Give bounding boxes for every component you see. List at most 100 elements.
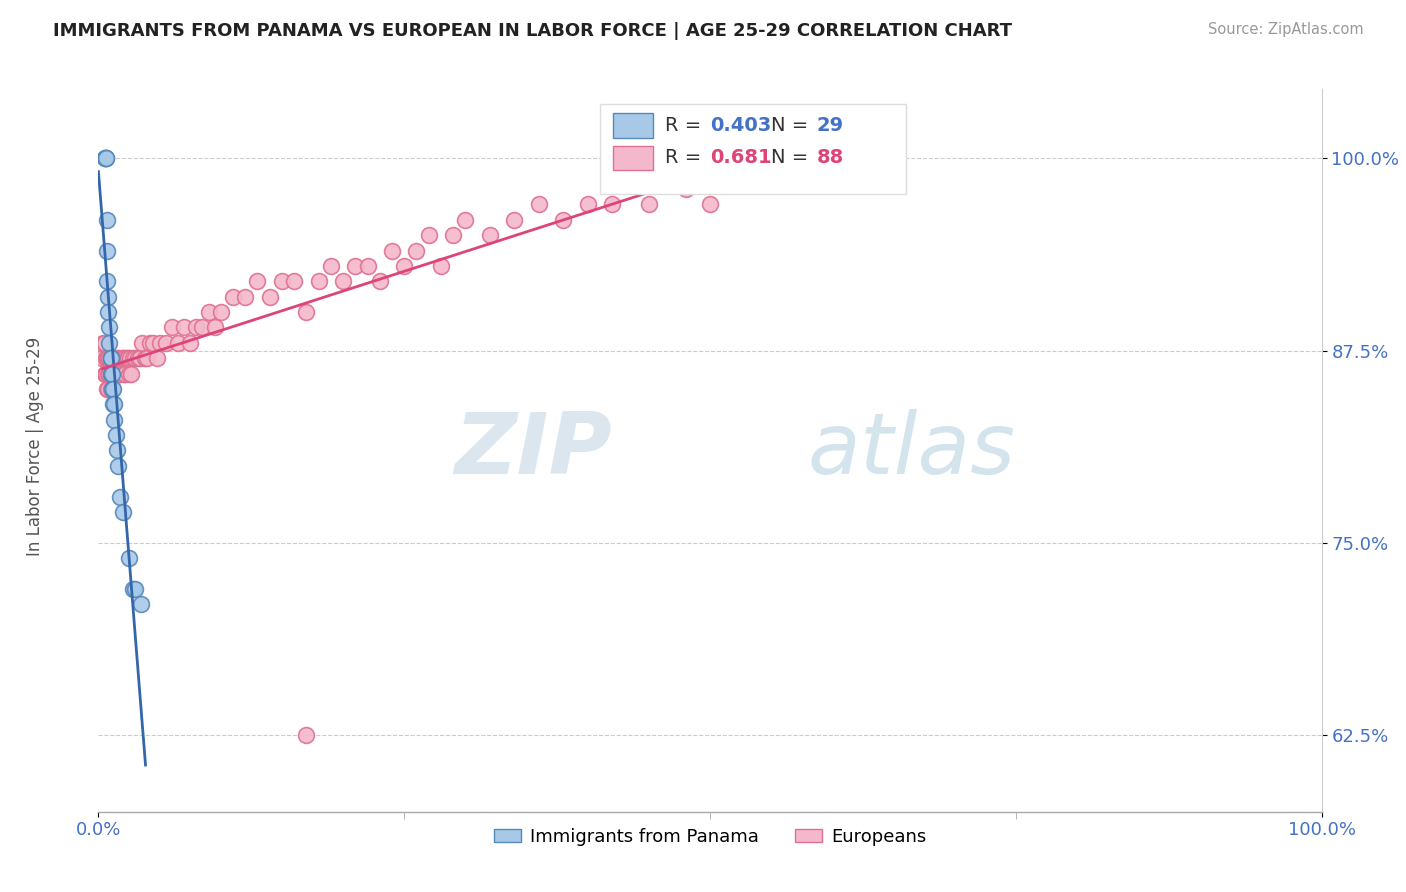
Point: [344, 259, 367, 273]
Point: [98, 335, 121, 350]
Text: IMMIGRANTS FROM PANAMA VS EUROPEAN IN LABOR FORCE | AGE 25-29 CORRELATION CHART: IMMIGRANTS FROM PANAMA VS EUROPEAN IN LA…: [53, 22, 1012, 40]
Point: [368, 274, 391, 288]
Point: [356, 259, 378, 273]
Point: [104, 367, 127, 381]
Point: [110, 490, 132, 504]
Point: [94, 367, 117, 381]
Point: [110, 367, 132, 381]
Point: [186, 320, 208, 334]
Point: [332, 274, 354, 288]
Text: N =: N =: [772, 116, 814, 135]
Point: [246, 274, 269, 288]
Point: [121, 582, 143, 596]
Point: [101, 351, 124, 366]
Point: [283, 274, 305, 288]
Point: [108, 367, 131, 381]
Text: Source: ZipAtlas.com: Source: ZipAtlas.com: [1208, 22, 1364, 37]
Point: [100, 382, 122, 396]
Point: [97, 305, 120, 319]
Point: [430, 259, 453, 273]
Point: [97, 290, 120, 304]
Point: [134, 351, 156, 366]
Point: [98, 320, 121, 334]
Point: [96, 244, 118, 258]
Point: [97, 351, 120, 366]
FancyBboxPatch shape: [613, 113, 652, 137]
Point: [191, 320, 214, 334]
Point: [91, 335, 114, 350]
Point: [101, 367, 124, 381]
Point: [96, 382, 118, 396]
Point: [405, 244, 427, 258]
Point: [101, 382, 124, 396]
Point: [103, 367, 125, 381]
Point: [118, 367, 141, 381]
Text: ZIP: ZIP: [454, 409, 612, 492]
Point: [103, 413, 125, 427]
Point: [94, 152, 117, 166]
Text: atlas: atlas: [808, 409, 1017, 492]
Point: [115, 351, 138, 366]
Point: [98, 351, 121, 366]
Point: [503, 212, 526, 227]
Point: [120, 351, 142, 366]
Point: [117, 351, 139, 366]
Point: [136, 351, 159, 366]
Point: [101, 397, 124, 411]
Point: [155, 335, 177, 350]
Point: [149, 335, 172, 350]
Point: [100, 367, 122, 381]
Point: [392, 259, 416, 273]
Point: [107, 367, 129, 381]
Point: [93, 367, 115, 381]
Point: [96, 351, 118, 366]
Point: [100, 351, 122, 366]
Point: [173, 320, 195, 334]
Point: [527, 197, 550, 211]
Text: 88: 88: [817, 148, 844, 168]
Point: [94, 351, 117, 366]
Point: [197, 305, 219, 319]
Point: [114, 351, 136, 366]
Point: [107, 351, 129, 366]
FancyBboxPatch shape: [600, 103, 905, 194]
Point: [101, 367, 124, 381]
Point: [100, 351, 122, 366]
Point: [699, 197, 721, 211]
Point: [259, 290, 281, 304]
Point: [600, 197, 623, 211]
Point: [441, 228, 464, 243]
Point: [319, 259, 342, 273]
Text: R =: R =: [665, 148, 707, 168]
Text: In Labor Force | Age 25-29: In Labor Force | Age 25-29: [27, 336, 44, 556]
Point: [146, 351, 169, 366]
Point: [129, 597, 152, 611]
Point: [637, 197, 661, 211]
Point: [97, 382, 120, 396]
Point: [295, 305, 318, 319]
Point: [100, 351, 122, 366]
Point: [114, 367, 136, 381]
Point: [94, 152, 117, 166]
Point: [142, 335, 165, 350]
Point: [111, 351, 134, 366]
Point: [111, 505, 134, 519]
Point: [295, 728, 318, 742]
Point: [675, 182, 697, 196]
Point: [105, 443, 128, 458]
Point: [233, 290, 256, 304]
Point: [105, 351, 128, 366]
Point: [118, 551, 141, 566]
Point: [91, 351, 114, 366]
Point: [222, 290, 245, 304]
Point: [103, 397, 125, 411]
Point: [127, 351, 149, 366]
Point: [101, 351, 124, 366]
Text: 29: 29: [817, 116, 844, 135]
Point: [381, 244, 404, 258]
Point: [576, 197, 599, 211]
Point: [93, 152, 115, 166]
Point: [96, 274, 118, 288]
Point: [454, 212, 477, 227]
Point: [124, 351, 146, 366]
